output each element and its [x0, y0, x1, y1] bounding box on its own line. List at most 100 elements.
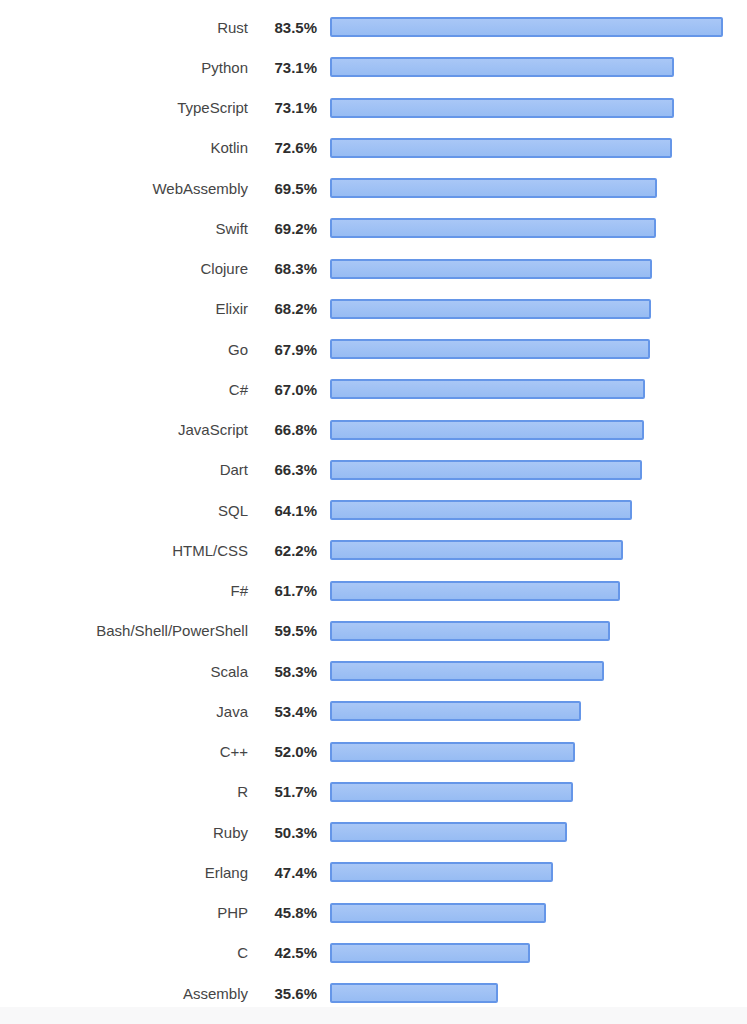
bar-track: [330, 540, 747, 560]
bar[interactable]: [330, 581, 620, 601]
language-label: C: [0, 944, 248, 961]
language-label: Go: [0, 341, 248, 358]
bar-track: [330, 339, 747, 359]
bar-track: [330, 57, 747, 77]
bar[interactable]: [330, 983, 498, 1003]
value-label: 61.7%: [248, 582, 317, 599]
bar-track: [330, 701, 747, 721]
bar[interactable]: [330, 218, 656, 238]
value-label: 83.5%: [248, 19, 317, 36]
bar[interactable]: [330, 98, 674, 118]
language-label: JavaScript: [0, 421, 248, 438]
language-label: Kotlin: [0, 139, 248, 156]
bar-track: [330, 17, 747, 37]
bar-track: [330, 379, 747, 399]
value-label: 66.3%: [248, 461, 317, 478]
bar-track: [330, 862, 747, 882]
value-label: 68.3%: [248, 260, 317, 277]
bar[interactable]: [330, 621, 610, 641]
value-label: 62.2%: [248, 542, 317, 559]
bar-track: [330, 98, 747, 118]
bar-track: [330, 259, 747, 279]
bar-row: C++52.0%: [0, 732, 747, 772]
bar[interactable]: [330, 17, 723, 37]
value-label: 66.8%: [248, 421, 317, 438]
value-label: 51.7%: [248, 783, 317, 800]
value-label: 67.0%: [248, 381, 317, 398]
value-label: 58.3%: [248, 663, 317, 680]
bar[interactable]: [330, 379, 645, 399]
value-label: 72.6%: [248, 139, 317, 156]
bar-row: R51.7%: [0, 772, 747, 812]
bar-track: [330, 178, 747, 198]
value-label: 68.2%: [248, 300, 317, 317]
bar-row: Java53.4%: [0, 691, 747, 731]
value-label: 35.6%: [248, 985, 317, 1002]
value-label: 69.5%: [248, 180, 317, 197]
bar-row: Python73.1%: [0, 47, 747, 87]
bar-row: Go67.9%: [0, 329, 747, 369]
bar[interactable]: [330, 862, 553, 882]
language-label: Swift: [0, 220, 248, 237]
bar-track: [330, 138, 747, 158]
value-label: 64.1%: [248, 502, 317, 519]
bar-row: Dart66.3%: [0, 450, 747, 490]
bar[interactable]: [330, 701, 581, 721]
language-label: Scala: [0, 663, 248, 680]
bar-track: [330, 218, 747, 238]
bar-track: [330, 782, 747, 802]
value-label: 42.5%: [248, 944, 317, 961]
language-label: Clojure: [0, 260, 248, 277]
bar[interactable]: [330, 420, 644, 440]
value-label: 73.1%: [248, 99, 317, 116]
bar[interactable]: [330, 540, 623, 560]
bar[interactable]: [330, 138, 672, 158]
bar-row: Scala58.3%: [0, 651, 747, 691]
bar-track: [330, 742, 747, 762]
language-label: F#: [0, 582, 248, 599]
language-label: HTML/CSS: [0, 542, 248, 559]
language-label: Elixir: [0, 300, 248, 317]
bar-row: Bash/Shell/PowerShell59.5%: [0, 611, 747, 651]
bar[interactable]: [330, 460, 642, 480]
bar-row: PHP45.8%: [0, 893, 747, 933]
language-label: Java: [0, 703, 248, 720]
bar[interactable]: [330, 339, 650, 359]
bar-track: [330, 983, 747, 1003]
bar-row: Rust83.5%: [0, 7, 747, 47]
bar[interactable]: [330, 782, 573, 802]
bar-row: Ruby50.3%: [0, 812, 747, 852]
value-label: 73.1%: [248, 59, 317, 76]
bar-row: Swift69.2%: [0, 208, 747, 248]
language-label: Dart: [0, 461, 248, 478]
bar-track: [330, 420, 747, 440]
bar-track: [330, 621, 747, 641]
bar-track: [330, 581, 747, 601]
bar-row: Kotlin72.6%: [0, 128, 747, 168]
value-label: 50.3%: [248, 824, 317, 841]
bar-row: HTML/CSS62.2%: [0, 530, 747, 570]
bar-row: C#67.0%: [0, 369, 747, 409]
bar-row: Clojure68.3%: [0, 249, 747, 289]
bar[interactable]: [330, 661, 604, 681]
language-label: Python: [0, 59, 248, 76]
bar[interactable]: [330, 57, 674, 77]
bar[interactable]: [330, 943, 530, 963]
bar-row: JavaScript66.8%: [0, 410, 747, 450]
bar-track: [330, 661, 747, 681]
bar-track: [330, 822, 747, 842]
bar-chart-page: Rust83.5%Python73.1%TypeScript73.1%Kotli…: [0, 0, 747, 1024]
language-label: Bash/Shell/PowerShell: [0, 622, 248, 639]
bar[interactable]: [330, 178, 657, 198]
bar[interactable]: [330, 259, 652, 279]
bar[interactable]: [330, 299, 651, 319]
bar[interactable]: [330, 500, 632, 520]
value-label: 45.8%: [248, 904, 317, 921]
bar[interactable]: [330, 903, 546, 923]
language-label: TypeScript: [0, 99, 248, 116]
bar-row: TypeScript73.1%: [0, 88, 747, 128]
language-label: PHP: [0, 904, 248, 921]
bar[interactable]: [330, 742, 575, 762]
bar[interactable]: [330, 822, 567, 842]
language-label: C++: [0, 743, 248, 760]
